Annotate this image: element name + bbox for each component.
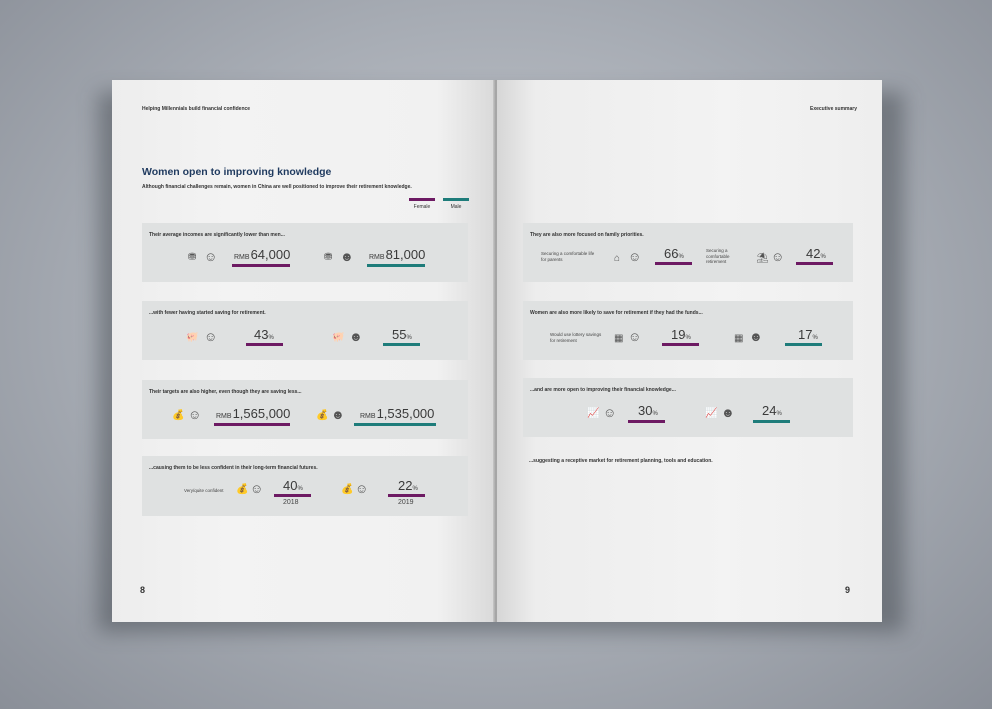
footnote: ...suggesting a receptive market for ret… bbox=[529, 458, 713, 464]
running-header: Helping Millennials build financial conf… bbox=[142, 106, 251, 112]
female-underline bbox=[655, 262, 692, 265]
coins-icon: ⛃ bbox=[324, 252, 333, 263]
panel-title: Their targets are also higher, even thou… bbox=[149, 389, 302, 395]
house-icon: ⌂ bbox=[614, 253, 621, 264]
female-knowledge: 30% bbox=[638, 403, 658, 418]
money-bag-icon: 💰 bbox=[316, 410, 329, 421]
woman-icon: ☺ bbox=[355, 481, 369, 496]
male-underline bbox=[785, 343, 822, 346]
panel-confidence: ...causing them to be less confident in … bbox=[142, 456, 468, 516]
man-icon: ☻ bbox=[749, 329, 763, 344]
male-underline bbox=[383, 343, 420, 346]
female-underline bbox=[274, 494, 311, 497]
confident-label: Very/quite confident bbox=[184, 488, 224, 493]
lottery-label: Would use lottery savings for retirement bbox=[550, 332, 602, 343]
panel-targets: Their targets are also higher, even thou… bbox=[142, 380, 468, 439]
page-subtitle: Although financial challenges remain, wo… bbox=[142, 184, 412, 190]
male-underline bbox=[354, 423, 436, 426]
chart-icon: 📈 bbox=[705, 408, 718, 419]
woman-icon: ☺ bbox=[628, 249, 642, 264]
man-icon: ☻ bbox=[721, 405, 735, 420]
panel-lottery: Women are also more likely to save for r… bbox=[523, 301, 853, 360]
male-knowledge: 24% bbox=[762, 403, 782, 418]
woman-icon: ☺ bbox=[771, 249, 785, 264]
woman-icon: ☺ bbox=[628, 329, 642, 344]
panel-title: ...with fewer having started saving for … bbox=[149, 310, 266, 316]
confidence-2018: 40% bbox=[283, 478, 303, 493]
running-header: Executive summary bbox=[810, 106, 857, 112]
beach-icon: ⛱ bbox=[756, 253, 769, 264]
chart-icon: 📈 bbox=[587, 408, 600, 419]
man-icon: ☻ bbox=[331, 407, 345, 422]
female-underline bbox=[662, 343, 699, 346]
year-2019: 2019 bbox=[398, 499, 414, 506]
male-underline bbox=[753, 420, 790, 423]
label-parents: Securing a comfortable life for parents bbox=[541, 251, 595, 262]
man-icon: ☻ bbox=[340, 249, 354, 264]
page-number: 8 bbox=[140, 585, 146, 595]
panel-title: Their average incomes are significantly … bbox=[149, 232, 285, 238]
male-lottery: 17% bbox=[798, 327, 818, 342]
male-saving: 55% bbox=[392, 327, 412, 342]
right-page: Executive summary They are also more foc… bbox=[497, 80, 882, 622]
panel-title: Women are also more likely to save for r… bbox=[530, 310, 703, 316]
panel-saving: ...with fewer having started saving for … bbox=[142, 301, 468, 360]
money-bag-icon: 💰 bbox=[341, 484, 354, 495]
coins-icon: ⛃ bbox=[188, 252, 197, 263]
left-page: Helping Millennials build financial conf… bbox=[112, 80, 495, 622]
piggy-bank-icon: 🐖 bbox=[186, 332, 199, 343]
female-underline bbox=[232, 264, 290, 267]
female-underline bbox=[628, 420, 665, 423]
value-parents: 66% bbox=[664, 246, 684, 261]
value-retirement: 42% bbox=[806, 246, 826, 261]
panel-title: They are also more focused on family pri… bbox=[530, 232, 644, 238]
panel-family: They are also more focused on family pri… bbox=[523, 223, 853, 282]
woman-icon: ☺ bbox=[603, 405, 617, 420]
money-bag-icon: 💰 bbox=[172, 410, 185, 421]
female-lottery: 19% bbox=[671, 327, 691, 342]
lottery-icon: ▦ bbox=[734, 333, 744, 344]
male-underline bbox=[367, 264, 425, 267]
label-retirement: Securing a comfortable retirement bbox=[706, 248, 730, 265]
confidence-2019: 22% bbox=[398, 478, 418, 493]
money-bag-icon: 💰 bbox=[236, 484, 249, 495]
female-saving: 43% bbox=[254, 327, 274, 342]
panel-title: ...causing them to be less confident in … bbox=[149, 465, 318, 471]
lottery-icon: ▦ bbox=[614, 333, 624, 344]
female-income: RMB64,000 bbox=[234, 247, 291, 262]
female-underline bbox=[796, 262, 833, 265]
piggy-bank-icon: 🐖 bbox=[332, 332, 345, 343]
year-2018: 2018 bbox=[283, 499, 299, 506]
page-number: 9 bbox=[845, 585, 851, 595]
book-spine bbox=[493, 80, 499, 622]
woman-icon: ☺ bbox=[188, 407, 202, 422]
woman-icon: ☺ bbox=[204, 329, 218, 344]
female-underline bbox=[214, 423, 290, 426]
legend-female: Female bbox=[409, 198, 435, 210]
panel-knowledge: ...and are more open to improving their … bbox=[523, 378, 853, 437]
female-target: RMB1,565,000 bbox=[216, 406, 291, 421]
panel-title: ...and are more open to improving their … bbox=[530, 387, 676, 393]
female-underline bbox=[246, 343, 283, 346]
male-income: RMB81,000 bbox=[369, 247, 426, 262]
woman-icon: ☺ bbox=[204, 249, 218, 264]
woman-icon: ☺ bbox=[250, 481, 264, 496]
man-icon: ☻ bbox=[349, 329, 363, 344]
female-underline bbox=[388, 494, 425, 497]
legend-male: Male bbox=[443, 198, 469, 210]
page-title: Women open to improving knowledge bbox=[142, 166, 332, 178]
male-target: RMB1,535,000 bbox=[360, 406, 435, 421]
panel-incomes: Their average incomes are significantly … bbox=[142, 223, 468, 282]
